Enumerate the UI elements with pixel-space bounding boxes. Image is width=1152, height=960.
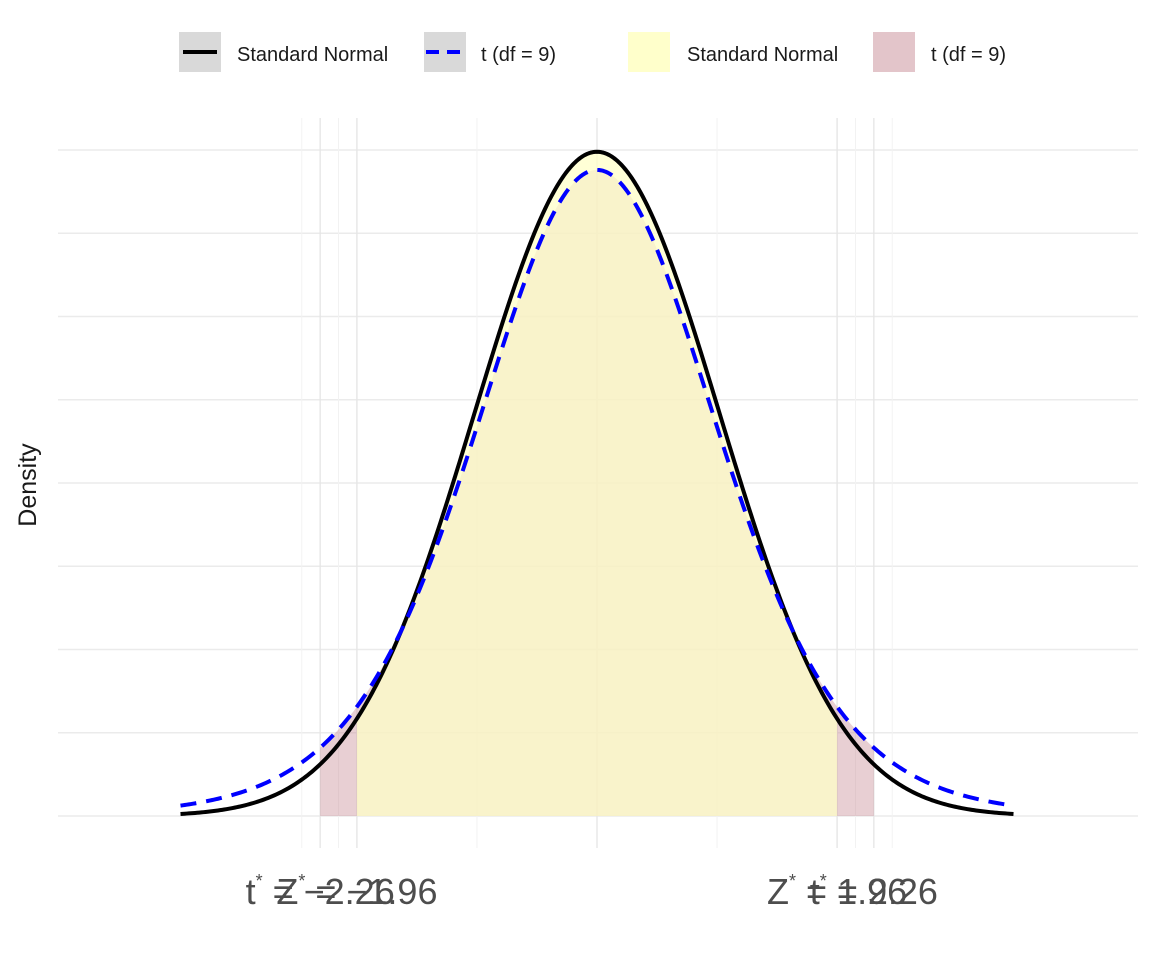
legend-key-fill — [628, 32, 670, 72]
line-layer — [180, 149, 1014, 816]
density-curve-normal — [180, 149, 1014, 816]
x-tick-label: Z* = 1.96 — [767, 871, 907, 912]
x-tick-label: Z* = −1.96 — [276, 871, 437, 912]
y-axis-label: Density — [14, 443, 42, 527]
legend-item-line: Standard Normal — [179, 32, 388, 72]
legend-label: Standard Normal — [237, 44, 388, 66]
legend-label: t (df = 9) — [481, 44, 556, 66]
legend-label: t (df = 9) — [931, 44, 1006, 66]
shaded-region-normal — [356, 151, 838, 816]
legend-item-fill: t (df = 9) — [873, 32, 1006, 72]
legend-item-fill: Standard Normal — [628, 32, 838, 72]
legend-item-line: t (df = 9) — [424, 32, 556, 72]
legend-label: Standard Normal — [687, 44, 838, 66]
density-curve-t — [180, 167, 1014, 808]
x-tick-label: t* = −2.26 — [246, 871, 395, 912]
x-tick-label-layer: t* = −2.26Z* = −1.96 Z* = 1.96t* = 2.26 — [246, 871, 938, 912]
legend: Standard Normal t (df = 9) Standard Normal… — [179, 32, 1006, 72]
legend-key-fill — [873, 32, 915, 72]
fill-layer — [320, 151, 874, 817]
x-tick-label: t* = 2.26 — [810, 871, 938, 912]
